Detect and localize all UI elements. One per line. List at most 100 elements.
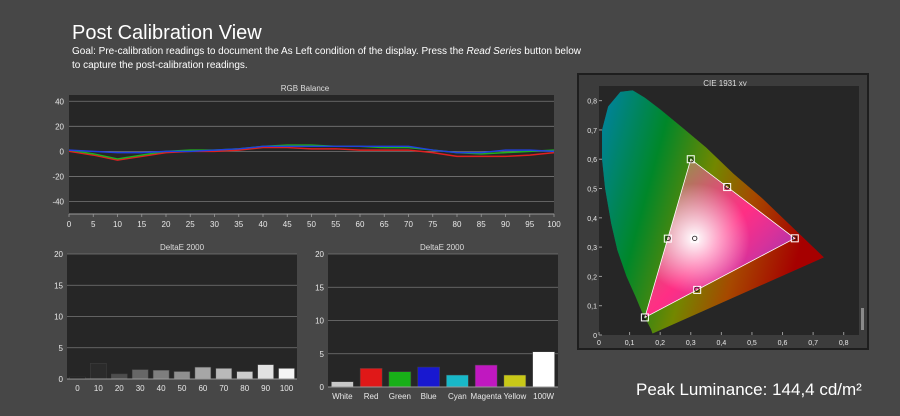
bar-blue <box>417 366 440 388</box>
x-tick-label: 100W <box>533 392 554 401</box>
color-deltae-title: DeltaE 2000 <box>419 243 465 252</box>
y-tick-label: -40 <box>52 197 64 206</box>
x-tick-label: 100 <box>547 220 561 229</box>
cie-title: CIE 1931 xy <box>703 79 747 88</box>
y-tick-label: 0,7 <box>587 128 597 135</box>
x-tick-label: 0,5 <box>747 340 757 347</box>
y-tick-label: 0,2 <box>587 274 597 281</box>
y-tick-label: 15 <box>54 281 63 290</box>
y-tick-label: 0 <box>59 375 64 384</box>
x-tick-label: 0 <box>597 340 601 347</box>
y-tick-label: 5 <box>59 344 64 353</box>
y-tick-label: 0,6 <box>587 157 597 164</box>
bar-yellow <box>503 374 527 388</box>
y-tick-label: 0,3 <box>587 245 597 252</box>
bar-10 <box>90 363 107 380</box>
goal-text: Goal: Pre-calibration readings to docume… <box>72 45 592 73</box>
x-tick-label: Cyan <box>448 392 467 401</box>
x-tick-label: 90 <box>501 220 510 229</box>
x-tick-label: 80 <box>240 384 249 393</box>
bar-70 <box>215 368 233 380</box>
x-tick-label: 70 <box>219 384 228 393</box>
peak-luminance: Peak Luminance: 144,4 cd/m² <box>636 380 862 399</box>
x-tick-label: 40 <box>157 384 166 393</box>
measured-point-1 <box>688 157 694 163</box>
bar-red <box>359 368 383 388</box>
x-tick-label: 55 <box>331 220 340 229</box>
x-tick-label: 40 <box>259 220 268 229</box>
bar-100w <box>532 351 555 388</box>
bar-magenta <box>474 364 498 388</box>
page-title: Post Calibration View <box>72 22 262 44</box>
y-tick-label: 0 <box>320 383 325 392</box>
measured-point-5 <box>724 184 730 190</box>
y-tick-label: 0,5 <box>587 187 597 194</box>
x-tick-label: 0,2 <box>655 340 665 347</box>
x-tick-label: 5 <box>91 220 96 229</box>
bar-50 <box>173 371 191 380</box>
goal-prefix: Goal: Pre-calibration readings to docume… <box>72 46 467 57</box>
series-line-1 <box>68 144 555 160</box>
color-deltae-chart: 20 15 10 5 0 White Red Green Blue Cyan Magenta Yell… <box>315 251 558 401</box>
greyscale-deltae-title: DeltaE 2000 <box>159 243 205 252</box>
y-tick-label: 20 <box>55 122 64 131</box>
series-line-0 <box>68 146 555 161</box>
bar-30 <box>131 369 149 380</box>
measured-point-4 <box>694 286 700 292</box>
x-tick-label: 0,6 <box>778 340 788 347</box>
x-tick-label: 35 <box>234 220 243 229</box>
x-tick-label: 15 <box>137 220 146 229</box>
y-tick-label: -20 <box>52 172 64 181</box>
x-tick-label: 75 <box>428 220 437 229</box>
bar-100 <box>278 368 295 380</box>
target-marker-1 <box>686 155 695 164</box>
rgb-balance-title: RGB Balance <box>280 84 330 93</box>
goal-suffix: button below to capture the post-calibra… <box>72 46 582 71</box>
x-tick-label: 95 <box>525 220 534 229</box>
y-tick-label: 10 <box>54 313 63 322</box>
measured-point-2 <box>642 314 648 320</box>
cie-1931-chart: 0,8 0,7 0,6 0,5 0,4 0,3 0,2 0,1 00 0,1 0,2 0,3 0,4 0,… <box>587 86 864 347</box>
x-tick-label: 100 <box>280 384 294 393</box>
bar-white <box>331 381 354 388</box>
x-tick-label: Magenta <box>471 392 503 401</box>
rgb-balance-chart: 40 20 0 -20 -40 0 5 10 15 20 25 30 35 40 45 50 55 60 65 70 7… <box>52 95 561 229</box>
bar-green <box>388 371 412 388</box>
target-marker-0 <box>790 234 799 243</box>
series-line-2 <box>68 145 555 154</box>
y-tick-label: 0,4 <box>587 216 597 223</box>
x-tick-label: Green <box>389 392 411 401</box>
x-tick-label: 80 <box>453 220 462 229</box>
x-tick-label: 25 <box>186 220 195 229</box>
x-tick-label: 10 <box>94 384 103 393</box>
measured-point-6 <box>692 235 698 241</box>
y-tick-label: 5 <box>320 350 325 359</box>
x-tick-label: 0,3 <box>686 340 696 347</box>
y-tick-label: 40 <box>55 97 64 106</box>
x-tick-label: 65 <box>380 220 389 229</box>
bar-90 <box>257 364 274 380</box>
x-tick-label: 60 <box>356 220 365 229</box>
luminance-indicator <box>861 308 864 330</box>
y-tick-label: 20 <box>54 251 63 259</box>
target-marker-3 <box>663 234 672 243</box>
bar-cyan <box>446 374 469 388</box>
x-tick-label: 50 <box>178 384 187 393</box>
x-tick-label: 0,7 <box>808 340 818 347</box>
measured-point-3 <box>665 235 671 241</box>
x-tick-label: 0,1 <box>625 340 635 347</box>
read-series-emphasis: Read Series <box>466 46 522 57</box>
gamut-triangle <box>644 158 796 319</box>
x-tick-label: 0 <box>75 384 80 393</box>
bar-40 <box>152 370 170 380</box>
x-tick-label: 0,8 <box>839 340 849 347</box>
target-marker-2 <box>640 313 649 322</box>
x-tick-label: Yellow <box>503 392 526 401</box>
x-tick-label: 20 <box>115 384 124 393</box>
measured-point-0 <box>791 235 798 241</box>
y-tick-label: 0 <box>60 147 65 156</box>
x-tick-label: 85 <box>477 220 486 229</box>
target-marker-5 <box>723 183 732 192</box>
y-tick-label: 0,8 <box>587 99 597 106</box>
